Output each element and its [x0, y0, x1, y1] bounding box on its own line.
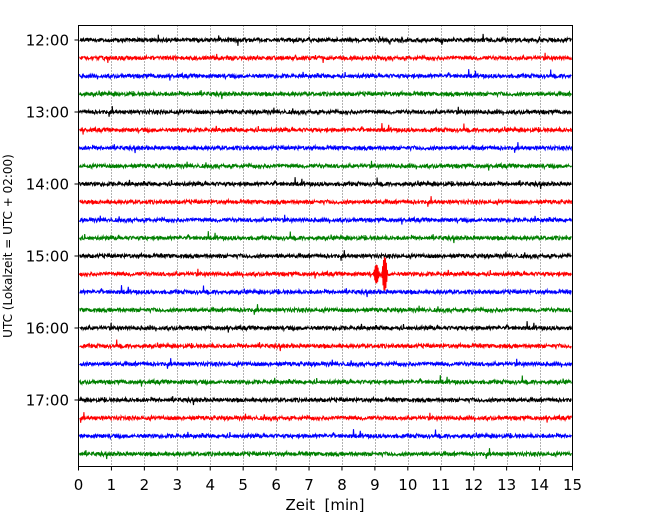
trace-1215 — [79, 52, 573, 63]
y-tick-label: 12:00 — [26, 32, 69, 50]
trace-1345 — [78, 160, 573, 171]
x-tick-label: 15 — [563, 476, 582, 494]
x-tick-label: 7 — [304, 476, 314, 494]
x-tick-label: 0 — [74, 476, 84, 494]
trace-event-1515-0 — [372, 264, 380, 284]
trace-1415 — [79, 196, 573, 207]
x-tick-label: 12 — [464, 476, 483, 494]
x-tick-label: 5 — [238, 476, 248, 494]
trace-1745 — [78, 448, 572, 460]
x-tick-label: 2 — [140, 476, 150, 494]
y-axis-label: UTC (Lokalzeit = UTC + 02:00) — [1, 154, 15, 338]
x-tick-label: 10 — [398, 476, 417, 494]
trace-1600 — [79, 321, 573, 333]
trace-1230 — [78, 69, 572, 81]
x-axis-label: Zeit [min] — [285, 496, 364, 514]
trace-event-1515-1 — [381, 257, 389, 291]
trace-lines — [78, 33, 573, 460]
x-ticks: 0 1 2 3 4 5 6 7 8 9 10 11 12 13 14 15 — [74, 466, 582, 494]
x-tick-label: 6 — [271, 476, 281, 494]
trace-1530 — [79, 285, 572, 298]
y-ticks: 12:00 13:00 14:00 15:00 16:00 17:00 — [26, 32, 79, 410]
x-tick-label: 8 — [337, 476, 347, 494]
trace-1430 — [78, 214, 573, 225]
trace-1315 — [79, 123, 573, 135]
trace-1630 — [79, 358, 573, 369]
trace-1730 — [78, 429, 573, 441]
y-tick-label: 17:00 — [26, 392, 69, 410]
trace-1645 — [78, 375, 573, 387]
trace-1545 — [79, 304, 572, 315]
x-tick-label: 4 — [205, 476, 215, 494]
y-tick-label: 15:00 — [26, 248, 69, 266]
trace-1500 — [79, 250, 572, 261]
x-tick-label: 9 — [370, 476, 380, 494]
y-tick-label: 14:00 — [26, 176, 69, 194]
trace-1300 — [78, 106, 572, 117]
trace-1400 — [78, 177, 572, 190]
x-tick-label: 14 — [530, 476, 549, 494]
x-tick-label: 13 — [497, 476, 516, 494]
trace-1200 — [79, 33, 573, 46]
trace-1715 — [79, 412, 573, 423]
trace-1445 — [78, 231, 572, 244]
trace-1515 — [78, 268, 572, 279]
trace-1245 — [78, 89, 572, 100]
plot-frame — [78, 25, 573, 467]
x-tick-label: 11 — [431, 476, 450, 494]
y-tick-label: 13:00 — [26, 104, 69, 122]
trace-1330 — [78, 142, 573, 154]
trace-1700 — [78, 395, 572, 406]
y-tick-label: 16:00 — [26, 320, 69, 338]
x-tick-label: 1 — [107, 476, 117, 494]
x-tick-label: 3 — [173, 476, 183, 494]
trace-1615 — [79, 339, 572, 352]
